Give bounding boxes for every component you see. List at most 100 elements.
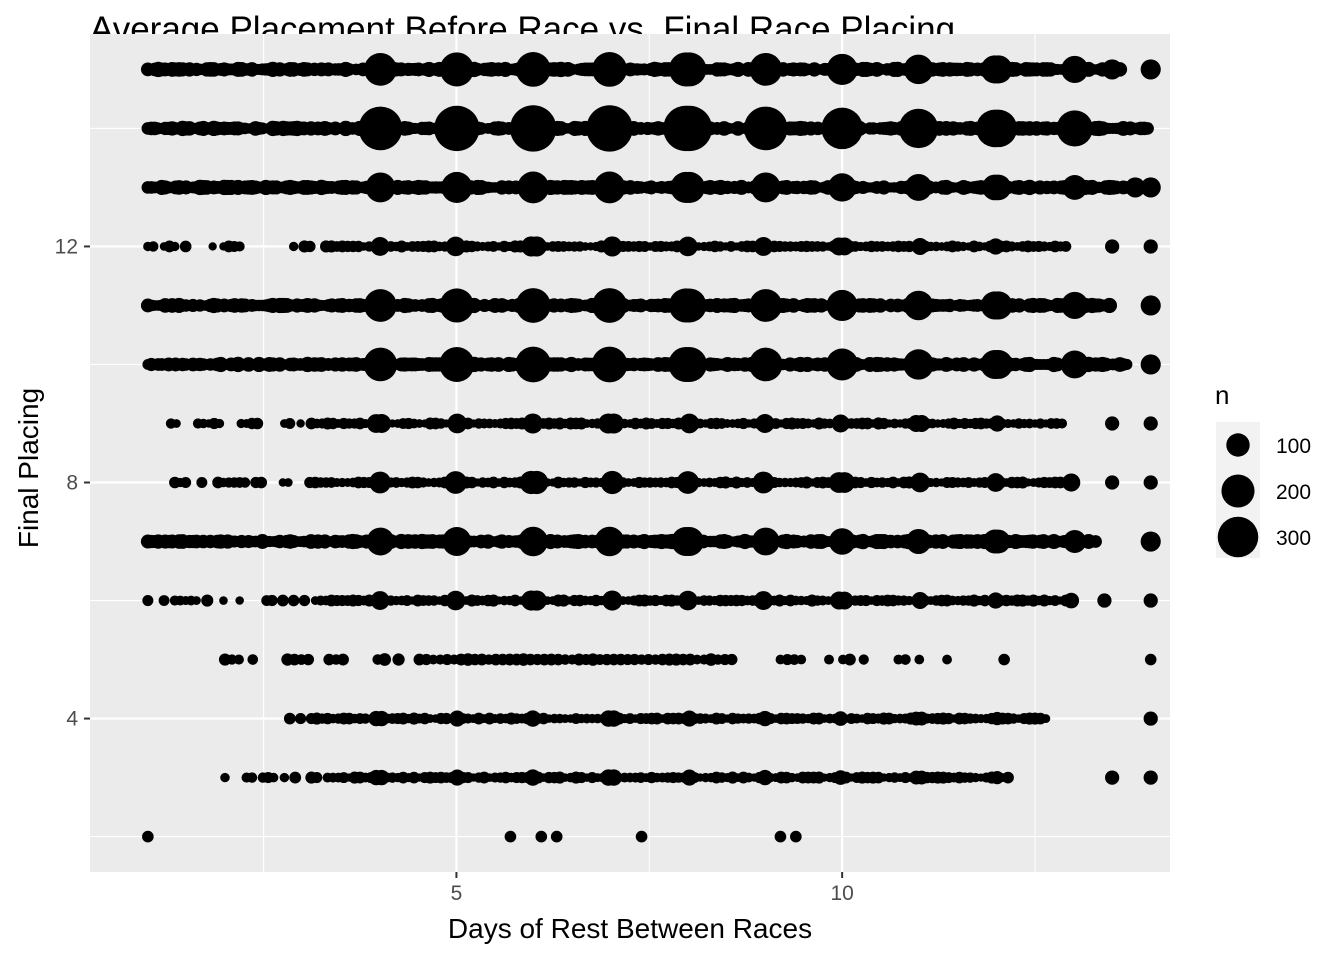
scatter-point — [170, 241, 180, 252]
scatter-point — [296, 419, 305, 428]
scatter-point — [226, 654, 238, 665]
scatter-point — [684, 653, 697, 666]
scatter-point — [1141, 122, 1154, 135]
scatter-point — [219, 596, 228, 605]
scatter-point — [294, 712, 307, 725]
y-tick-label: 4 — [66, 708, 78, 731]
x-tick-label: 10 — [830, 882, 853, 905]
scatter-point — [288, 241, 299, 252]
scatter-point — [142, 595, 154, 607]
y-tick-label: 12 — [55, 235, 78, 258]
scatter-point — [251, 417, 264, 430]
scatter-point — [171, 419, 181, 428]
scatter-point — [1140, 354, 1161, 375]
scatter-point — [550, 830, 563, 843]
scatter-point — [179, 240, 192, 253]
scatter-point — [504, 830, 517, 843]
scatter-point — [337, 653, 349, 666]
scatter-point — [796, 654, 807, 665]
scatter-point — [942, 654, 952, 665]
scatter-point — [378, 653, 392, 666]
y-tick-label: 8 — [66, 472, 78, 495]
scatter-point — [788, 654, 800, 665]
scatter-point — [858, 654, 869, 665]
scatter-point — [790, 830, 802, 843]
scatter-point — [196, 477, 208, 489]
legend-key-circle — [1221, 474, 1255, 508]
scatter-point — [392, 653, 405, 666]
scatter-point — [279, 772, 290, 783]
scatter-point — [535, 830, 548, 843]
scatter-point — [234, 241, 245, 252]
scatter-point — [774, 830, 787, 843]
scatter-point — [287, 594, 300, 607]
scatter-point — [1105, 475, 1120, 490]
scatter-point — [726, 653, 738, 666]
scatter-point — [247, 654, 259, 665]
scatter-point — [298, 594, 311, 607]
scatter-point — [311, 772, 323, 784]
legend-key-circle — [1226, 433, 1250, 457]
scatter-point — [420, 653, 433, 666]
scatter-point — [233, 654, 244, 665]
scatter-point — [283, 478, 293, 487]
scatter-point — [1144, 653, 1157, 666]
scatter-point — [1140, 59, 1161, 80]
scatter-point — [998, 653, 1010, 666]
scatter-point — [201, 594, 214, 607]
scatter-point — [843, 653, 856, 666]
scatter-point — [1041, 714, 1051, 724]
scatter-point — [255, 476, 268, 489]
scatter-point — [445, 590, 466, 611]
scatter-point — [220, 772, 230, 783]
scatter-point — [284, 418, 296, 429]
scatter-point — [302, 653, 315, 666]
scatter-point — [283, 712, 296, 725]
scatter-point — [914, 654, 925, 665]
scatter-point — [235, 596, 244, 605]
scatter-point — [447, 413, 468, 434]
scatter-point — [192, 596, 201, 605]
scatter-point — [1143, 593, 1158, 608]
scatter-point — [239, 477, 251, 488]
scatter-point — [370, 237, 390, 256]
scatter-point — [824, 654, 835, 665]
x-tick-label: 5 — [451, 882, 463, 905]
scatter-point — [148, 241, 159, 252]
axes: 5 10 4 8 12 — [55, 235, 854, 905]
scatter-point — [602, 590, 623, 611]
scatter-point — [208, 242, 217, 251]
legend-title: n — [1215, 380, 1229, 410]
scatter-point — [1121, 358, 1133, 371]
legend-key-label: 100 — [1276, 435, 1311, 458]
scatter-point — [635, 830, 648, 843]
scatter-point — [158, 595, 170, 606]
scatter-point — [1140, 531, 1161, 552]
scatter-point — [1102, 59, 1123, 80]
data-points — [140, 52, 1161, 843]
scatter-point — [1143, 770, 1158, 785]
scatter-point — [1062, 473, 1081, 492]
scatter-point — [428, 654, 439, 665]
size-legend: n 100 200 300 — [1215, 380, 1311, 558]
scatter-point — [304, 240, 316, 253]
scatter-point — [1097, 593, 1112, 608]
scatter-point — [266, 594, 278, 607]
legend-key-label: 300 — [1276, 527, 1311, 550]
scatter-point — [1063, 592, 1080, 609]
scatter-point — [1140, 295, 1161, 316]
scatter-point — [1125, 177, 1146, 198]
scatter-point — [215, 418, 225, 429]
scatter-point — [678, 590, 698, 611]
scatter-point — [289, 771, 302, 784]
scatter-point — [835, 591, 854, 610]
scatter-point — [1140, 177, 1161, 198]
scatter-point — [1143, 416, 1158, 431]
legend-key-label: 200 — [1276, 481, 1311, 504]
scatter-point — [246, 772, 258, 783]
scatter-point — [1105, 416, 1120, 431]
scatter-point — [692, 654, 703, 665]
scatter-point — [525, 470, 549, 495]
scatter-point — [1089, 535, 1102, 548]
